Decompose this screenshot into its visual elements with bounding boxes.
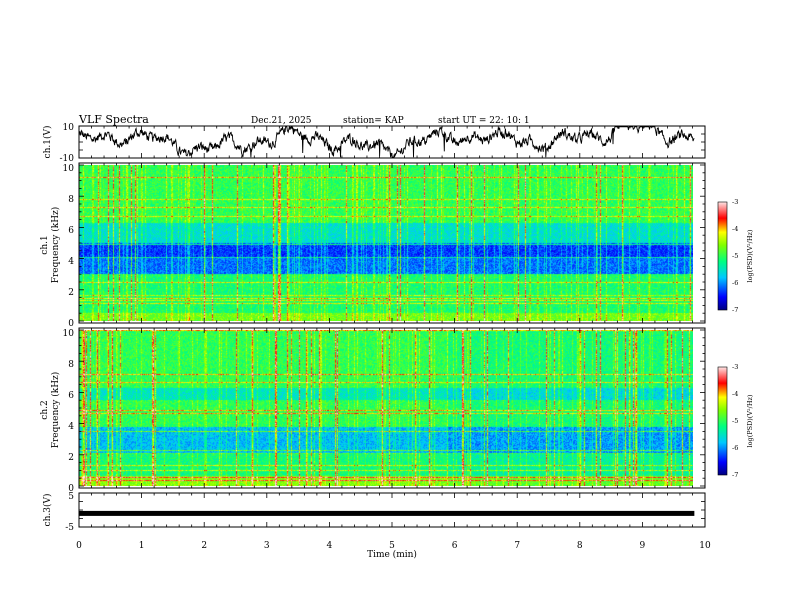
ch1-cb-tick-1: -4 bbox=[732, 225, 738, 233]
x-tick-3: 3 bbox=[264, 541, 270, 551]
ch2-ytick-8: 8 bbox=[68, 360, 74, 370]
ch2-channel-label: ch.2 bbox=[40, 400, 50, 419]
ch2-colorbar-label: log(PSD)(V²/Hz) bbox=[746, 394, 754, 447]
start-time-label: start UT = 22: 10: 1 bbox=[438, 116, 530, 126]
date-label: Dec.21, 2025 bbox=[251, 116, 312, 126]
ch3-waveform-ylabel: ch.3(V) bbox=[42, 494, 53, 527]
ch2-cb-tick-2: -5 bbox=[732, 417, 738, 425]
axis-tick-marks bbox=[78, 125, 706, 528]
ch1-colorbar-gradient bbox=[717, 201, 728, 311]
ch1-spectrogram-image bbox=[79, 165, 693, 321]
ch2-cb-tick-1: -4 bbox=[732, 390, 738, 398]
x-axis-label: Time (min) bbox=[367, 549, 417, 560]
ch1-waveform-line bbox=[79, 126, 695, 158]
ch1-ytick-6: 6 bbox=[68, 226, 74, 236]
ch2-colorbar: -3 -4 -5 -6 -7 log(PSD)(V²/Hz) bbox=[717, 363, 754, 479]
x-tick-6: 6 bbox=[452, 541, 458, 551]
x-tick-9: 9 bbox=[640, 541, 646, 551]
ch1-ytick-2: 2 bbox=[68, 288, 74, 298]
ch1-ytick-top: 10 bbox=[63, 123, 75, 133]
ch2-spec-yticks: 0 2 4 6 8 10 bbox=[63, 329, 75, 494]
figure-title: VLF Spectra bbox=[78, 113, 149, 126]
x-tick-8: 8 bbox=[577, 541, 583, 551]
ch1-spec-yticks: 0 2 4 6 8 10 bbox=[63, 164, 75, 329]
ch1-ytick-bottom: -10 bbox=[60, 154, 75, 164]
ch2-ytick-0: 0 bbox=[68, 484, 74, 494]
ch1-cb-tick-2: -5 bbox=[732, 252, 738, 260]
ch2-cb-tick-4: -7 bbox=[732, 471, 738, 479]
ch1-colorbar-label: log(PSD)(V²/Hz) bbox=[746, 229, 754, 282]
ch2-colorbar-gradient bbox=[717, 366, 728, 476]
ch2-ytick-10: 10 bbox=[63, 329, 75, 339]
x-tick-2: 2 bbox=[201, 541, 207, 551]
ch3-ytick-top: 5 bbox=[68, 492, 74, 502]
ch2-ytick-6: 6 bbox=[68, 391, 74, 401]
ch1-ytick-0: 0 bbox=[68, 319, 74, 329]
ch3-ytick-bottom: -5 bbox=[65, 523, 74, 533]
x-tick-labels: 0 1 2 3 4 5 6 7 8 9 10 bbox=[76, 541, 711, 551]
ch1-ytick-4: 4 bbox=[68, 257, 74, 267]
x-tick-7: 7 bbox=[514, 541, 520, 551]
ch1-cb-tick-0: -3 bbox=[732, 198, 738, 206]
x-tick-10: 10 bbox=[699, 541, 711, 551]
ch1-cb-tick-3: -6 bbox=[732, 279, 738, 287]
ch2-ytick-2: 2 bbox=[68, 453, 74, 463]
ch1-waveform-ylabel: ch.1(V) bbox=[42, 126, 53, 159]
x-tick-5: 5 bbox=[389, 541, 395, 551]
ch2-cb-tick-3: -6 bbox=[732, 444, 738, 452]
x-tick-0: 0 bbox=[76, 541, 82, 551]
ch1-channel-label: ch.1 bbox=[40, 235, 50, 254]
ch2-spectrogram-image bbox=[79, 330, 693, 486]
ch2-cb-tick-0: -3 bbox=[732, 363, 738, 371]
station-label: station= KAP bbox=[343, 116, 404, 126]
ch1-ytick-8: 8 bbox=[68, 195, 74, 205]
ch2-spectrogram-panel: 0 2 4 6 8 10 ch.2 Frequency (kHz) bbox=[40, 327, 706, 494]
ch3-waveform-line bbox=[79, 510, 695, 516]
x-tick-4: 4 bbox=[327, 541, 333, 551]
ch1-frequency-label: Frequency (kHz) bbox=[50, 207, 61, 284]
ch1-cb-tick-4: -7 bbox=[732, 306, 738, 314]
ch2-ytick-4: 4 bbox=[68, 422, 74, 432]
ch1-spectrogram-panel: 0 2 4 6 8 10 ch.1 Frequency (kHz) bbox=[40, 162, 706, 329]
x-tick-1: 1 bbox=[139, 541, 145, 551]
ch1-ytick-10: 10 bbox=[63, 164, 75, 174]
ch2-frequency-label: Frequency (kHz) bbox=[50, 372, 61, 449]
ch1-colorbar: -3 -4 -5 -6 -7 log(PSD)(V²/Hz) bbox=[717, 198, 754, 314]
